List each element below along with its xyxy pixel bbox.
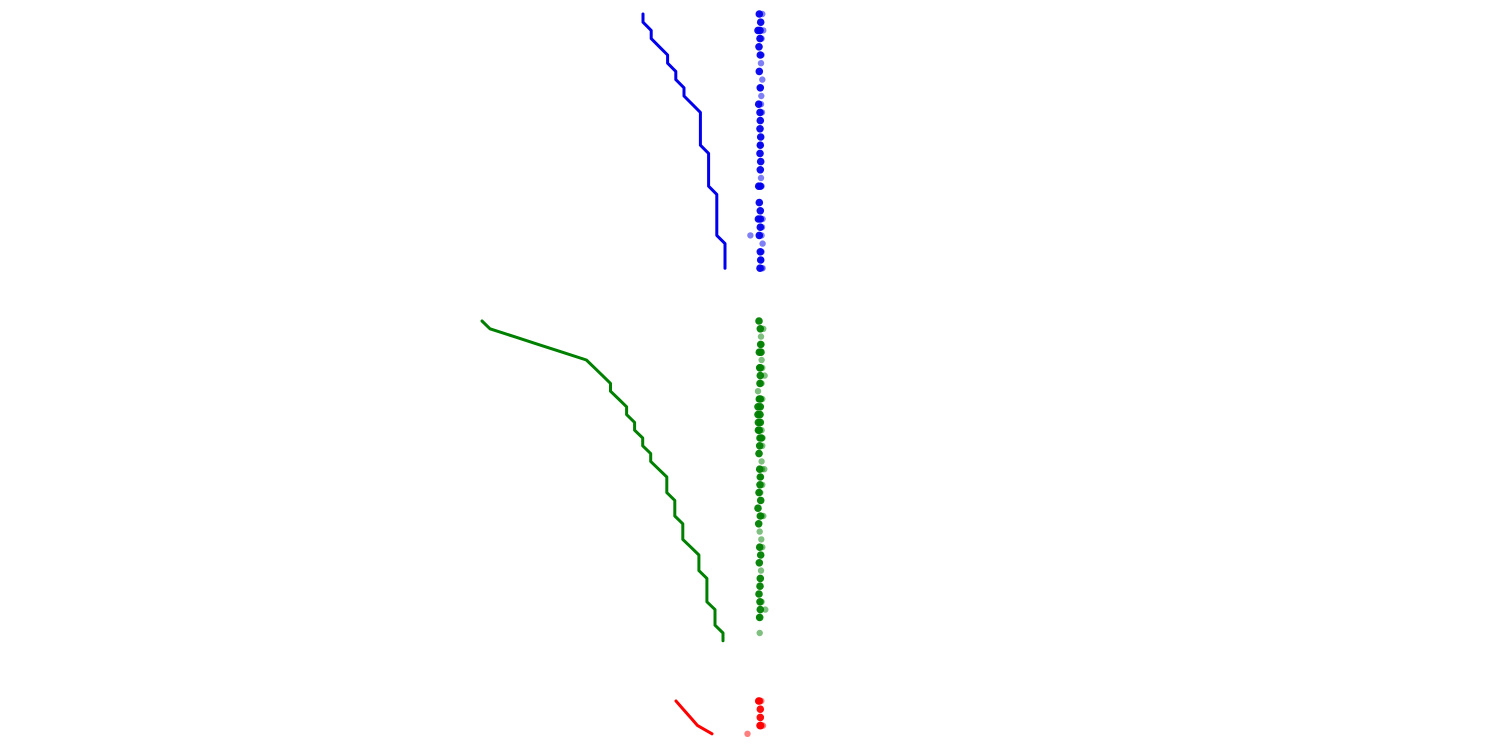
scatter-point bbox=[756, 528, 763, 535]
scatter-point bbox=[756, 133, 765, 141]
series-line-1 bbox=[641, 12, 727, 270]
scatter-point bbox=[755, 198, 764, 207]
scatter-point bbox=[757, 434, 766, 442]
scatter-point bbox=[755, 543, 764, 551]
scatter-point bbox=[756, 157, 765, 166]
scatter-point bbox=[756, 574, 765, 583]
series-line-3 bbox=[674, 699, 714, 736]
scatter-point bbox=[756, 125, 764, 133]
scatter-point bbox=[757, 333, 765, 340]
series-group-2 bbox=[480, 317, 769, 643]
scatter-point bbox=[755, 465, 764, 474]
scatter-point bbox=[754, 504, 762, 512]
scatter-point bbox=[755, 590, 763, 598]
scatter-point bbox=[756, 496, 765, 505]
scatter-point bbox=[755, 67, 764, 76]
scatter-point bbox=[755, 613, 764, 622]
scatter-point bbox=[758, 92, 765, 100]
scatter-point bbox=[754, 100, 763, 108]
scatter-point bbox=[756, 325, 765, 333]
scatter-point bbox=[759, 76, 766, 83]
scatter-point bbox=[755, 10, 764, 18]
scatter-point bbox=[756, 18, 765, 27]
scatter-point bbox=[754, 520, 763, 528]
scatter-point bbox=[756, 256, 765, 264]
series-group-1 bbox=[641, 10, 767, 273]
scatter-point bbox=[747, 232, 754, 239]
scatter-point bbox=[756, 26, 764, 35]
scatter-point bbox=[756, 223, 765, 231]
scatter-point bbox=[756, 629, 763, 637]
scatter-point bbox=[756, 551, 765, 559]
scatter-point bbox=[755, 442, 764, 450]
scatter-point bbox=[756, 721, 765, 730]
scatter-point bbox=[756, 108, 764, 117]
scatter-point bbox=[756, 340, 765, 349]
scatter-point bbox=[757, 174, 765, 182]
scatter-point bbox=[756, 705, 765, 713]
scatter-point bbox=[755, 231, 764, 240]
scatter-point bbox=[754, 388, 762, 395]
scatter-point bbox=[756, 481, 764, 489]
scatter-point bbox=[756, 116, 765, 125]
scatter-point bbox=[759, 240, 766, 247]
scatter-point bbox=[756, 364, 765, 372]
scatter-point bbox=[758, 536, 765, 543]
scatter-point bbox=[744, 730, 751, 737]
scatter-point bbox=[756, 418, 765, 427]
scatter-point bbox=[756, 395, 765, 403]
scatter-point bbox=[758, 356, 765, 364]
scatter-point bbox=[756, 473, 765, 481]
scatter-point bbox=[757, 348, 765, 357]
scatter-point bbox=[756, 410, 764, 419]
scatter-point bbox=[756, 182, 765, 190]
scatter-point bbox=[756, 582, 764, 590]
scatter-point bbox=[756, 207, 765, 215]
scatter-point bbox=[756, 598, 764, 606]
scatter-point bbox=[758, 458, 765, 465]
scatter-point bbox=[756, 141, 765, 149]
scatter-point bbox=[756, 84, 765, 92]
scatter-point bbox=[756, 166, 765, 174]
scatter-point bbox=[757, 567, 765, 574]
scatter-point bbox=[755, 488, 763, 497]
scatter-point bbox=[756, 379, 764, 388]
series-group-3 bbox=[674, 697, 767, 737]
scatter-point bbox=[757, 60, 765, 67]
scatter-point bbox=[756, 605, 765, 614]
scatter-point bbox=[756, 512, 765, 520]
scatter-point bbox=[755, 449, 763, 458]
series-line-2 bbox=[480, 319, 725, 643]
scatter-point bbox=[756, 713, 765, 722]
scatter-point bbox=[756, 264, 764, 273]
scatter-point bbox=[755, 697, 764, 705]
scatter-point bbox=[756, 248, 765, 256]
scatter-point bbox=[755, 317, 763, 325]
scatter-point bbox=[755, 559, 764, 567]
scatter-point bbox=[756, 371, 765, 380]
scatter-point bbox=[756, 34, 764, 43]
scatter-point bbox=[756, 403, 765, 411]
scatter-point bbox=[755, 426, 764, 435]
scatter-point bbox=[756, 149, 764, 158]
scatter-point bbox=[755, 43, 763, 51]
scatter-point bbox=[756, 215, 765, 223]
scatter-point bbox=[756, 51, 765, 59]
